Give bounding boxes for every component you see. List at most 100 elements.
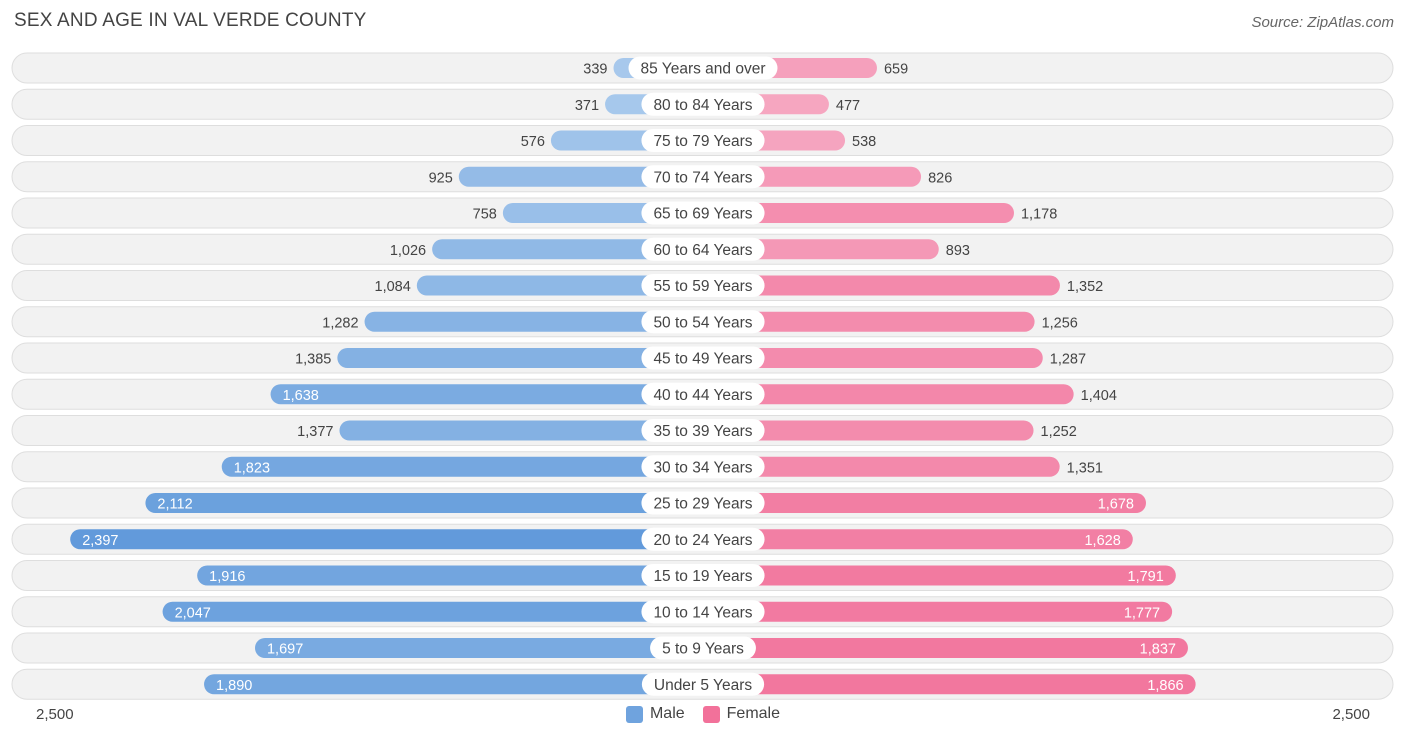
category-label: 10 to 14 Years [653,604,752,621]
category-label-pill [641,419,765,442]
category-label: Under 5 Years [654,677,752,694]
category-label: 15 to 19 Years [653,568,752,585]
male-value-label: 1,916 [209,569,245,585]
category-label-pill [650,636,756,660]
male-value-label: 758 [473,207,497,223]
category-label: 45 to 49 Years [653,351,752,368]
male-value-label: 371 [575,98,599,114]
category-label: 5 to 9 Years [662,641,744,658]
female-value-label: 1,352 [1067,279,1103,295]
female-value-label: 826 [928,170,952,186]
female-value-label: 1,287 [1050,352,1086,368]
category-label-pill [628,56,778,80]
female-value-label: 1,837 [1140,642,1176,658]
category-label-pill [641,165,765,189]
axis-label-left: 2,500 [36,706,74,723]
female-value-label: 538 [852,134,876,150]
source-credit: Source: ZipAtlas.com [1251,14,1394,31]
female-value-label: 1,678 [1098,497,1134,513]
female-value-label: 659 [884,62,908,78]
female-value-label: 1,252 [1041,424,1077,440]
male-value-label: 1,282 [322,315,358,331]
female-value-label: 1,866 [1147,678,1183,694]
male-value-label: 1,026 [390,243,426,259]
male-value-label: 1,084 [375,279,411,295]
female-bar [703,493,1146,513]
male-value-label: 2,047 [175,605,211,621]
female-bar [703,601,1173,622]
male-value-label: 1,638 [283,388,319,404]
category-label-pill [641,672,765,696]
category-label: 55 to 59 Years [653,278,752,295]
category-label: 65 to 69 Years [653,206,752,223]
category-label-pill [641,382,765,406]
category-label-pill [641,201,765,225]
category-label: 40 to 44 Years [653,387,752,404]
legend: Male Female [0,705,1406,723]
category-label: 60 to 64 Years [653,242,752,259]
male-bar [221,456,703,477]
male-bar [145,493,703,513]
category-label: 80 to 84 Years [653,97,752,114]
male-bar [337,348,703,368]
category-label: 75 to 79 Years [653,133,752,150]
female-value-label: 893 [946,243,970,259]
male-bar [254,638,703,658]
axis-label-right: 2,500 [1332,706,1370,723]
category-label-pill [641,92,765,116]
female-value-label: 1,351 [1067,460,1103,476]
female-bar [703,456,1060,477]
male-value-label: 1,697 [267,642,303,658]
female-bar [703,420,1034,441]
legend-label-male: Male [649,705,685,722]
category-label-pill [641,237,765,261]
female-bar [703,348,1043,368]
male-bar [458,166,703,187]
female-bar [703,384,1074,405]
legend-item-male: Male [625,705,685,723]
male-value-label: 2,397 [82,533,118,549]
male-value-label: 1,823 [234,460,270,476]
male-bar [70,529,703,550]
male-bar [339,420,703,441]
male-bar [162,601,704,622]
legend-label-female: Female [726,705,781,722]
category-label: 25 to 29 Years [653,496,752,513]
male-value-label: 925 [429,170,453,186]
category-label: 35 to 39 Years [653,423,752,440]
male-bar [204,674,704,695]
male-bar [197,565,703,586]
category-label-pill [641,274,765,297]
legend-swatch-male [625,705,643,723]
female-value-label: 1,628 [1084,533,1120,549]
category-label: 50 to 54 Years [653,314,752,331]
category-label-pill [641,600,765,624]
female-bar [703,275,1060,296]
female-bar [703,674,1196,695]
category-label: 85 Years and over [641,61,766,78]
female-value-label: 1,256 [1042,315,1078,331]
male-value-label: 1,377 [297,424,333,440]
female-bar [703,565,1176,586]
category-label: 70 to 74 Years [653,169,752,186]
female-value-label: 1,791 [1128,569,1164,585]
female-value-label: 477 [836,98,860,114]
legend-swatch-female [702,705,720,723]
category-label: 30 to 34 Years [653,459,752,476]
female-bar [703,638,1188,658]
category-label-pill [641,491,765,515]
category-label-pill [641,564,765,587]
male-bar [432,239,703,260]
category-label-pill [641,455,765,479]
male-value-label: 1,890 [216,678,252,694]
chart-title: SEX AND AGE IN VAL VERDE COUNTY [14,10,367,31]
male-value-label: 2,112 [157,497,192,513]
category-label-pill [641,129,765,152]
female-bar [703,203,1014,223]
category-label: 20 to 24 Years [653,532,752,549]
category-label-pill [641,310,765,334]
male-value-label: 1,385 [295,352,331,368]
female-bar [703,529,1133,550]
female-value-label: 1,404 [1081,388,1117,404]
